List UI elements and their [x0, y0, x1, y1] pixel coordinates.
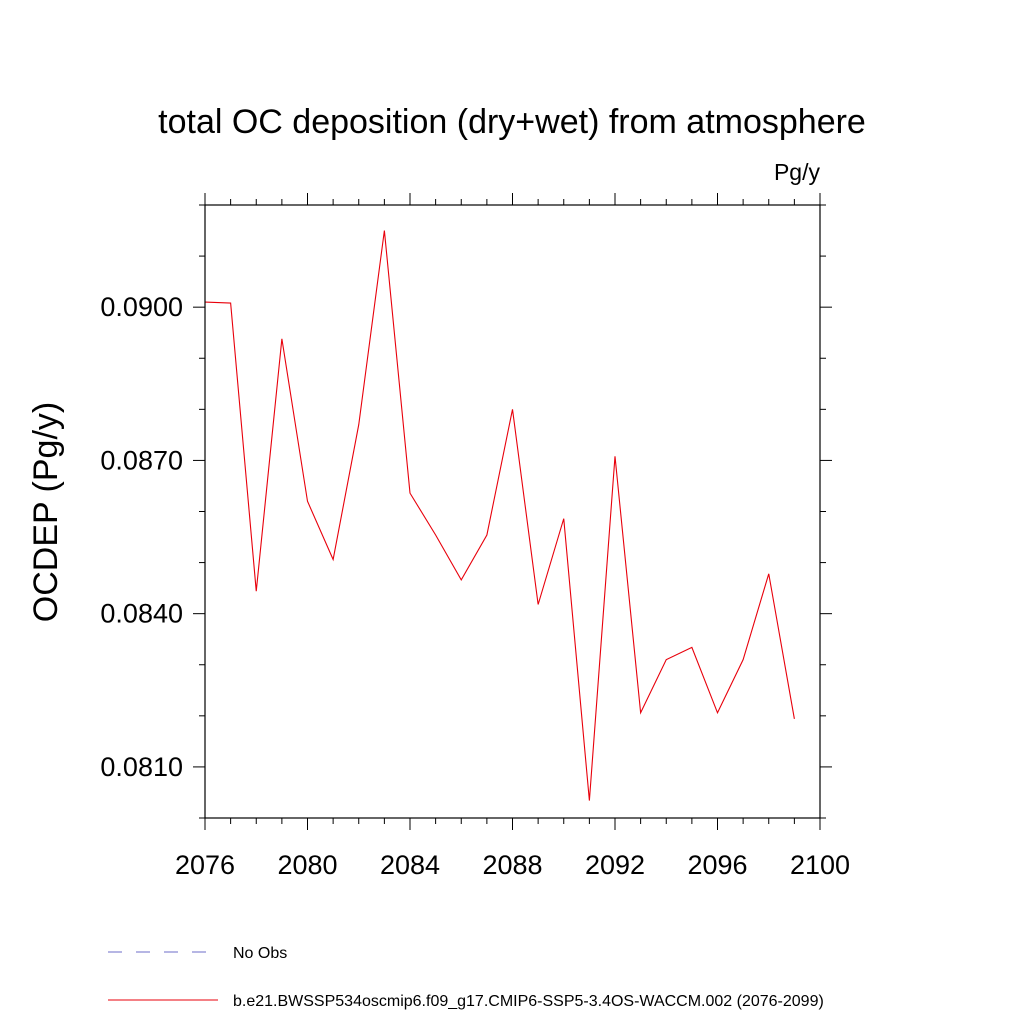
axis-tick-labels: 2076 2080 2084 2088 2092 2096 2100 0.0810 0.0840… [100, 292, 850, 880]
units-label: Pg/y [774, 159, 821, 185]
y-axis-label: OCDEP (Pg/y) [27, 402, 65, 622]
plot-frame [204, 204, 821, 819]
y-tick-label: 0.0840 [100, 599, 183, 629]
y-tick-label: 0.0810 [100, 752, 183, 782]
x-tick-label: 2088 [482, 850, 542, 880]
axis-ticks [193, 193, 832, 830]
legend: No Obs b.e21.BWSSP534oscmip6.f09_g17.CMIP… [108, 945, 824, 1010]
legend-label: No Obs [233, 945, 287, 962]
x-tick-label: 2076 [175, 850, 235, 880]
x-tick-label: 2092 [585, 850, 645, 880]
x-tick-label: 2080 [277, 850, 337, 880]
x-tick-label: 2096 [687, 850, 747, 880]
x-tick-label: 2084 [380, 850, 440, 880]
legend-label: b.e21.BWSSP534oscmip6.f09_g17.CMIP6-SSP5… [233, 993, 824, 1010]
y-tick-label: 0.0900 [100, 292, 183, 322]
chart-title: total OC deposition (dry+wet) from atmos… [158, 103, 866, 141]
series-lines [204, 230, 795, 801]
x-tick-label: 2100 [790, 850, 850, 880]
y-tick-label: 0.0870 [100, 445, 183, 475]
series-line [204, 230, 795, 801]
